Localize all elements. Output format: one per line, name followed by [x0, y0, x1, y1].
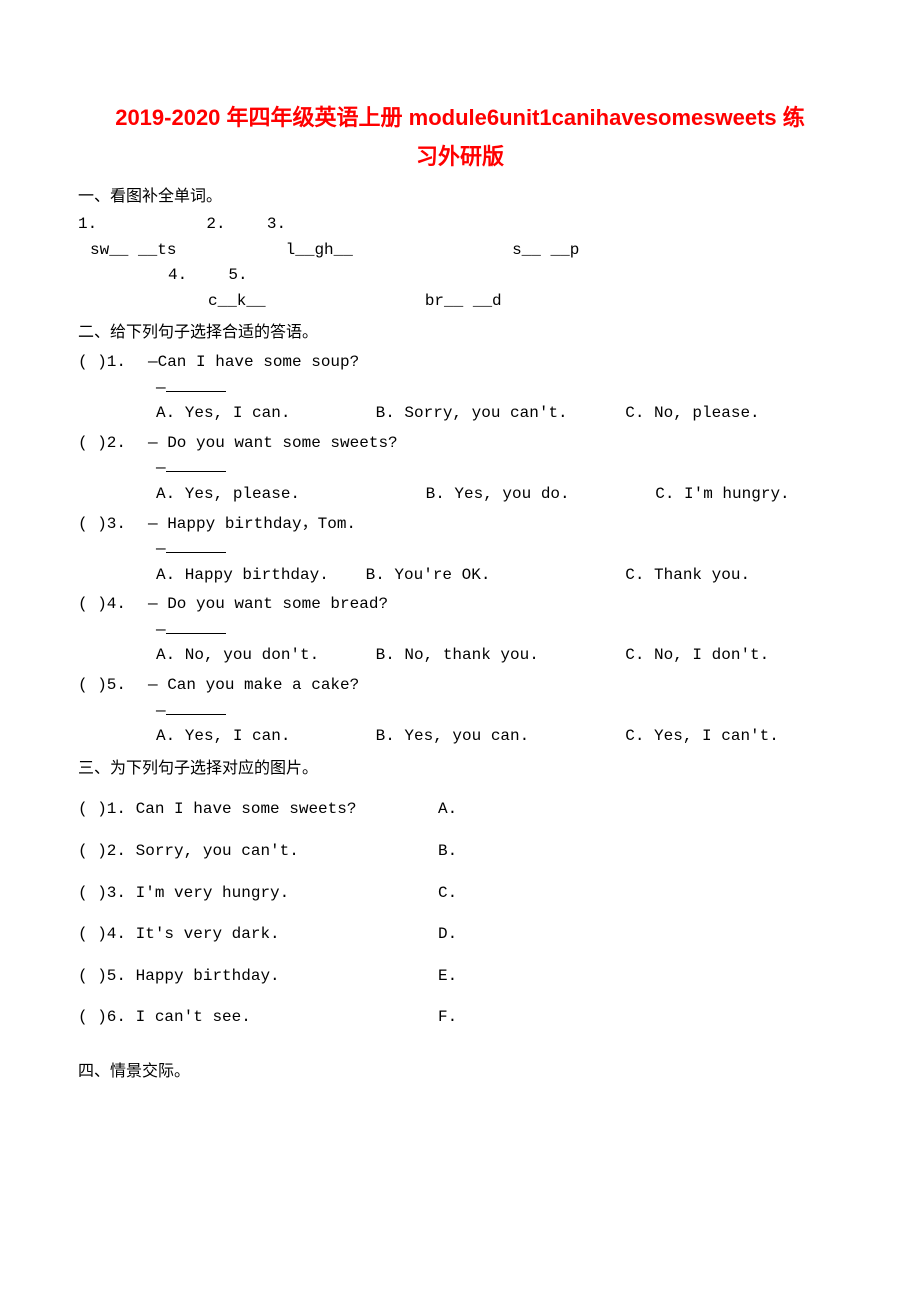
s2-q4-dash: — — [156, 618, 842, 644]
s2-q4-a: A. No, you don't. — [156, 643, 366, 669]
s3-r5-opt: E. — [438, 964, 842, 990]
s2-q5-a: A. Yes, I can. — [156, 724, 366, 750]
section-3-heading: 三、为下列句子选择对应的图片。 — [78, 756, 842, 782]
s2-q4-options: A. No, you don't. B. No, thank you. C. N… — [156, 643, 842, 669]
section-1-words-row-1: sw__ __ts l__gh__ s__ __p — [90, 238, 842, 264]
s2-q2-b: B. Yes, you do. — [426, 482, 646, 508]
s2-q1-c: C. No, please. — [625, 401, 759, 427]
section-2-heading: 二、给下列句子选择合适的答语。 — [78, 320, 842, 346]
s2-q3-c: C. Thank you. — [625, 563, 750, 589]
s2-q1-a: A. Yes, I can. — [156, 401, 366, 427]
s2-q4-stem: — Do you want some bread? — [148, 592, 842, 618]
section-4-heading: 四、情景交际。 — [78, 1059, 842, 1085]
section-1-nums-row-1: 1. 2. 3. — [78, 212, 842, 238]
s3-r5: ( )5. Happy birthday. E. — [78, 964, 842, 990]
s3-r5-text: Happy birthday. — [136, 967, 280, 985]
s3-r3-text: I'm very hungry. — [136, 884, 290, 902]
s3-r4-text: It's very dark. — [136, 925, 280, 943]
s1-num-3: 3. — [267, 215, 286, 233]
s2-q4: ( )4. — Do you want some bread? — [78, 592, 842, 618]
s1-num-5: 5. — [228, 266, 247, 284]
s3-r3-opt: C. — [438, 881, 842, 907]
s2-q2: ( )2. — Do you want some sweets? — [78, 431, 842, 457]
s2-q1: ( )1. —Can I have some soup? — [78, 350, 842, 376]
s3-r2-text: Sorry, you can't. — [136, 842, 299, 860]
s1-word-2: l__gh__ — [286, 241, 353, 259]
s3-r6-opt: F. — [438, 1005, 842, 1031]
s3-r6-paren: ( )6. — [78, 1008, 126, 1026]
s1-word-5: br__ __d — [425, 292, 502, 310]
s3-r4-opt: D. — [438, 922, 842, 948]
s2-q3-a: A. Happy birthday. — [156, 563, 356, 589]
s2-q3: ( )3. — Happy birthday，Tom. — [78, 512, 842, 538]
s2-q4-paren: ( )4. — [78, 592, 148, 618]
s3-r2-opt: B. — [438, 839, 842, 865]
s2-q2-c: C. I'm hungry. — [655, 482, 789, 508]
s2-q5-paren: ( )5. — [78, 673, 148, 699]
s2-q3-stem: — Happy birthday，Tom. — [148, 512, 842, 538]
s3-r1-paren: ( )1. — [78, 800, 126, 818]
s3-r1-text: Can I have some sweets? — [136, 800, 357, 818]
s3-r3-paren: ( )3. — [78, 884, 126, 902]
s2-q3-paren: ( )3. — [78, 512, 148, 538]
s3-r2: ( )2. Sorry, you can't. B. — [78, 839, 842, 865]
s2-q2-stem: — Do you want some sweets? — [148, 431, 842, 457]
s2-q2-paren: ( )2. — [78, 431, 148, 457]
title-line-1: 2019-2020 年四年级英语上册 module6unit1canihaves… — [78, 100, 842, 135]
s2-q1-options: A. Yes, I can. B. Sorry, you can't. C. N… — [156, 401, 842, 427]
s2-q1-stem: —Can I have some soup? — [148, 350, 842, 376]
section-1-heading: 一、看图补全单词。 — [78, 184, 842, 210]
s3-r4: ( )4. It's very dark. D. — [78, 922, 842, 948]
s2-q2-options: A. Yes, please. B. Yes, you do. C. I'm h… — [156, 482, 842, 508]
s2-q1-b: B. Sorry, you can't. — [376, 401, 616, 427]
s2-q2-dash: — — [156, 456, 842, 482]
s2-q1-paren: ( )1. — [78, 350, 148, 376]
s3-r1-opt: A. — [438, 797, 842, 823]
s2-q1-dash: — — [156, 376, 842, 402]
s2-q3-dash: — — [156, 537, 842, 563]
title-line-2: 习外研版 — [78, 139, 842, 174]
s3-r6: ( )6. I can't see. F. — [78, 1005, 842, 1031]
s2-q5-dash: — — [156, 699, 842, 725]
s1-word-4: c__k__ — [208, 292, 266, 310]
s3-r2-paren: ( )2. — [78, 842, 126, 860]
s2-q3-options: A. Happy birthday. B. You're OK. C. Than… — [156, 563, 842, 589]
s1-num-1: 1. — [78, 215, 97, 233]
s1-num-2: 2. — [206, 215, 225, 233]
s1-word-1: sw__ __ts — [90, 241, 176, 259]
s2-q4-c: C. No, I don't. — [625, 643, 769, 669]
s2-q5-b: B. Yes, you can. — [376, 724, 616, 750]
section-1-nums-row-2: 4. 5. — [168, 263, 842, 289]
s2-q5-stem: — Can you make a cake? — [148, 673, 842, 699]
s1-word-3: s__ __p — [512, 241, 579, 259]
s2-q5-c: C. Yes, I can't. — [625, 724, 779, 750]
s3-r6-text: I can't see. — [136, 1008, 251, 1026]
s3-r4-paren: ( )4. — [78, 925, 126, 943]
s2-q5-options: A. Yes, I can. B. Yes, you can. C. Yes, … — [156, 724, 842, 750]
s2-q4-b: B. No, thank you. — [376, 643, 616, 669]
s2-q2-a: A. Yes, please. — [156, 482, 416, 508]
s3-r1: ( )1. Can I have some sweets? A. — [78, 797, 842, 823]
s2-q5: ( )5. — Can you make a cake? — [78, 673, 842, 699]
s3-r3: ( )3. I'm very hungry. C. — [78, 881, 842, 907]
s3-r5-paren: ( )5. — [78, 967, 126, 985]
s1-num-4: 4. — [168, 266, 187, 284]
section-1-words-row-2: c__k__ br__ __d — [208, 289, 842, 315]
s2-q3-b: B. You're OK. — [366, 563, 616, 589]
